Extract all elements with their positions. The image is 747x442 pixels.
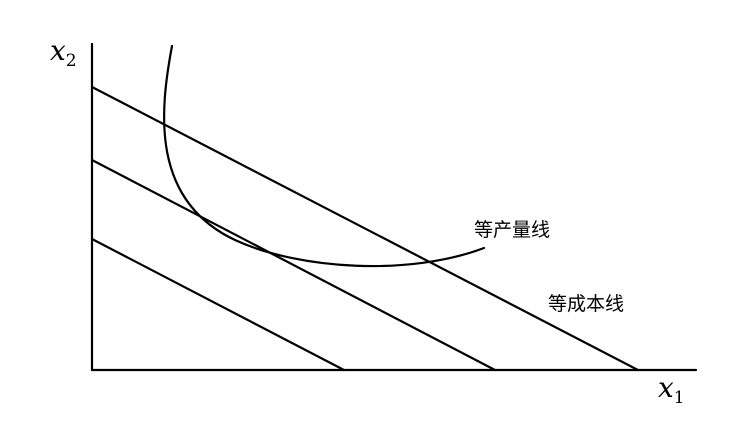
- isoquant-curve: [163, 44, 486, 268]
- isocost-line-low: [90, 237, 346, 372]
- y-axis-label: x2: [50, 34, 77, 71]
- isoquant-label: 等产量线: [474, 219, 550, 241]
- x-axis-label: x1: [658, 371, 685, 408]
- isocost-line-mid: [90, 158, 497, 372]
- isocost-label: 等成本线: [548, 293, 624, 315]
- isocost-line-high: [90, 85, 640, 372]
